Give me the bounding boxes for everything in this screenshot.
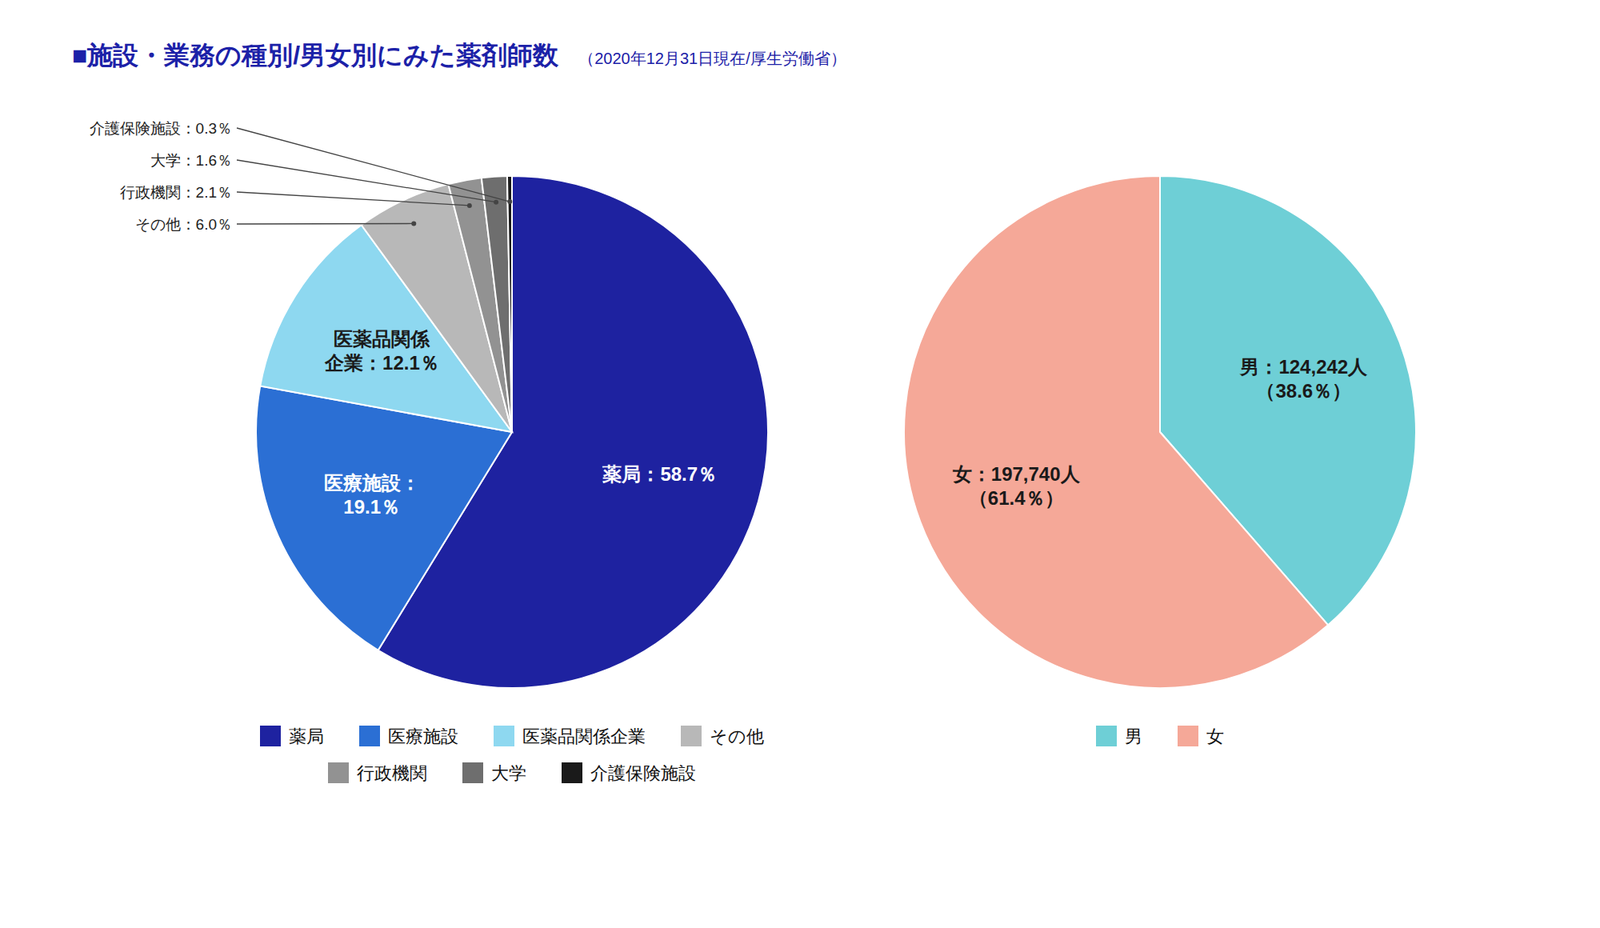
legend-swatch — [1096, 725, 1117, 747]
data-label: 女：197,740人（61.4％） — [952, 463, 1081, 509]
legend-swatch — [493, 725, 515, 747]
text-line: 薬局：58.7％ — [601, 463, 717, 485]
text-line: 医薬品関係 — [333, 327, 431, 349]
text-line: 男：124,242人 — [1239, 355, 1368, 377]
text-line: 医療施設： — [324, 472, 420, 494]
legend-label: 医薬品関係企業 — [522, 726, 646, 747]
text-line: 企業：12.1％ — [324, 351, 440, 373]
leader-line — [236, 128, 510, 202]
legend-swatch — [359, 725, 380, 747]
data-label: 行政機関：2.1％ — [120, 184, 232, 201]
leader-line — [236, 160, 496, 203]
legend-swatch — [1177, 725, 1199, 747]
legend-label: 薬局 — [288, 726, 324, 747]
legend-swatch — [561, 762, 583, 784]
legend-label: 行政機関 — [356, 763, 428, 784]
data-label: 介護保険施設：0.3％ — [89, 120, 232, 137]
legend-swatch — [260, 725, 281, 747]
chart: ■施設・業務の種別/男女別にみた薬剤師数 （2020年12月31日現在/厚生労働省… — [0, 0, 1600, 928]
text-line: 19.1％ — [343, 496, 400, 518]
pie — [256, 176, 768, 688]
text-line: （61.4％） — [968, 487, 1064, 509]
pie-slice — [481, 176, 512, 432]
title: ■施設・業務の種別/男女別にみた薬剤師数 — [72, 40, 560, 70]
leader-dot — [467, 203, 472, 208]
pie-slice — [904, 176, 1328, 688]
leader-dot — [411, 220, 416, 226]
data-label: その他：6.0％ — [135, 216, 232, 233]
data-label: 大学：1.6％ — [150, 152, 232, 169]
legend-label: 医療施設 — [388, 726, 459, 747]
legend-swatch — [680, 725, 702, 747]
leader-line — [236, 223, 414, 225]
legend-label: 男 — [1124, 726, 1143, 747]
legend-swatch — [328, 762, 349, 784]
pie-slice — [507, 176, 512, 432]
leader-line — [236, 192, 470, 206]
subtitle: （2020年12月31日現在/厚生労働省） — [578, 49, 847, 68]
data-label: 薬局：58.7％ — [601, 463, 717, 485]
legend: 男女 — [1096, 725, 1224, 747]
legend-label: 女 — [1206, 726, 1224, 747]
legend-swatch — [462, 762, 484, 784]
legend-label: その他 — [709, 726, 764, 747]
legend-label: 介護保険施設 — [590, 763, 696, 784]
data-label: 医療施設：19.1％ — [324, 472, 420, 518]
legend: 薬局 医療施設 医薬品関係企業 その他行政機関 大学 介護保険施設 — [260, 725, 764, 784]
data-label: 医薬品関係企業：12.1％ — [324, 327, 440, 373]
leader-dot — [507, 199, 512, 204]
data-label: 男：124,242人（38.6％） — [1239, 355, 1368, 401]
text-line: （38.6％） — [1256, 379, 1352, 401]
background — [0, 0, 1600, 928]
leader-dot — [493, 200, 499, 205]
legend-label: 大学 — [491, 763, 527, 784]
text-line: 女：197,740人 — [952, 463, 1081, 485]
pie — [904, 176, 1416, 688]
